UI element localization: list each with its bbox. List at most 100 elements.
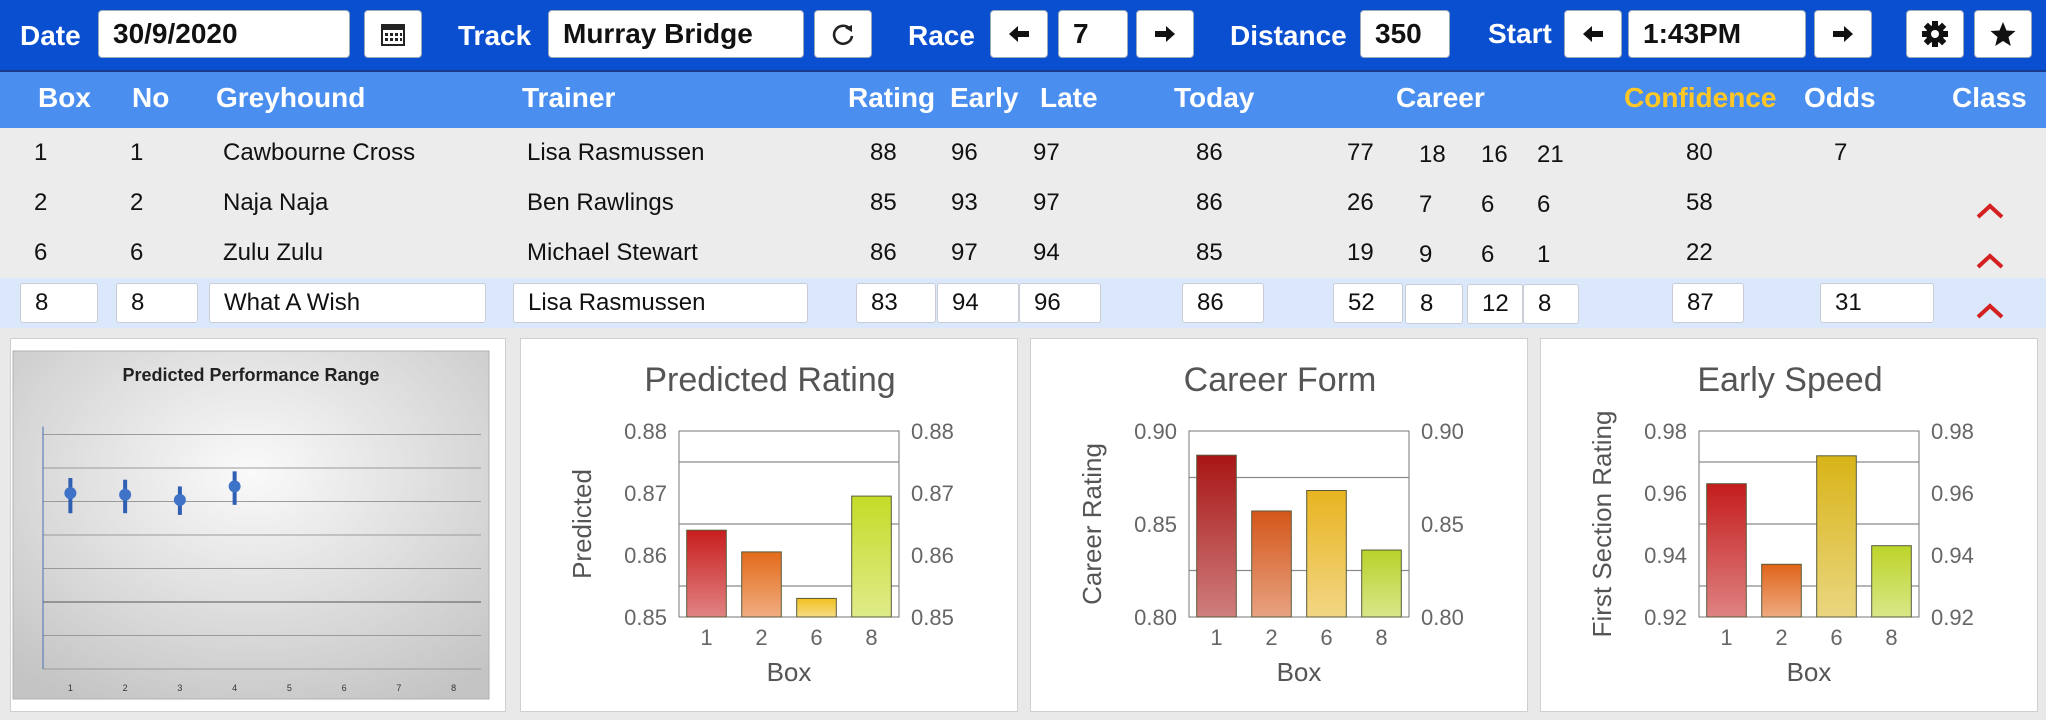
y-tick-label: 0.98 <box>1644 419 1687 444</box>
calendar-icon <box>381 24 405 46</box>
y2-tick-label: 0.85 <box>1421 512 1464 537</box>
date-field[interactable]: 30/9/2020 <box>98 10 350 58</box>
early-speed-panel: Early Speed 0.92 0.92 0.94 0.94 0.96 0.96 0.98 0… <box>1540 338 2038 712</box>
bar <box>1871 545 1912 618</box>
chevron-up-icon[interactable] <box>1975 250 2005 270</box>
odds-field[interactable]: 31 <box>1820 283 1934 323</box>
table-row-selected[interactable]: 8 8 What A Wish Lisa Rasmussen 83 94 96 … <box>0 278 2046 328</box>
col-early[interactable]: Early <box>950 82 1019 113</box>
x-tick-label: 8 <box>865 625 877 650</box>
x-tick-label: 8 <box>451 683 456 693</box>
box-cell: 6 <box>34 239 48 266</box>
x-tick-label: 7 <box>396 683 401 693</box>
late-cell: 97 <box>1033 139 1060 166</box>
race-field[interactable]: 7 <box>1058 10 1128 58</box>
greyhound-cell[interactable]: Naja Naja <box>223 189 329 216</box>
favourite-button[interactable] <box>1974 10 2032 58</box>
x-tick-label: 3 <box>177 683 182 693</box>
y2-tick-label: 0.87 <box>911 481 954 506</box>
distance-field[interactable]: 350 <box>1360 10 1450 58</box>
career-seconds-field[interactable]: 12 <box>1467 284 1523 324</box>
settings-button[interactable] <box>1906 10 1964 58</box>
y-tick-label: 0.87 <box>624 481 667 506</box>
trainer-cell: Michael Stewart <box>527 239 698 266</box>
greyhound-field[interactable]: What A Wish <box>209 283 486 323</box>
early-cell: 97 <box>951 239 978 266</box>
trainer-field[interactable]: Lisa Rasmussen <box>513 283 808 323</box>
career-starts-cell: 19 <box>1347 239 1374 266</box>
career-thirds-cell: 6 <box>1537 191 1551 218</box>
early-field[interactable]: 94 <box>937 283 1019 323</box>
col-no[interactable]: No <box>132 82 170 113</box>
bar <box>1306 490 1347 618</box>
arrow-left-icon <box>1009 26 1029 42</box>
col-box[interactable]: Box <box>38 82 91 113</box>
chart-title: Predicted Performance Range <box>122 365 379 385</box>
start-prev-button[interactable] <box>1564 10 1622 58</box>
table-row[interactable]: 2 2 Naja Naja Ben Rawlings 85 93 97 86 2… <box>0 178 2046 228</box>
col-odds[interactable]: Odds <box>1804 82 1876 113</box>
start-time-field[interactable]: 1:43PM <box>1628 10 1806 58</box>
career-starts-field[interactable]: 52 <box>1333 283 1403 323</box>
bar <box>1251 510 1292 618</box>
start-next-button[interactable] <box>1814 10 1872 58</box>
col-class[interactable]: Class <box>1952 82 2027 113</box>
chevron-up-icon[interactable] <box>1975 200 2005 220</box>
box-field[interactable]: 8 <box>20 283 98 323</box>
career-starts-cell: 26 <box>1347 189 1374 216</box>
late-field[interactable]: 96 <box>1019 283 1101 323</box>
calendar-button[interactable] <box>364 10 422 58</box>
confidence-cell: 22 <box>1686 239 1713 266</box>
bar <box>1361 549 1402 618</box>
col-confidence[interactable]: Confidence <box>1624 82 1777 113</box>
confidence-cell: 80 <box>1686 139 1713 166</box>
col-rating[interactable]: Rating <box>848 82 936 113</box>
chart-title: Predicted Rating <box>644 361 895 399</box>
career-wins-field[interactable]: 8 <box>1405 284 1463 324</box>
y-axis-label: Career Rating <box>1077 443 1107 605</box>
predicted-rating-panel: Predicted Rating 0.85 0.85 0.86 0.86 0.87 0.87… <box>520 338 1018 712</box>
career-thirds-field[interactable]: 8 <box>1523 284 1579 324</box>
col-late[interactable]: Late <box>1040 82 1098 113</box>
table-row[interactable]: 1 1 Cawbourne Cross Lisa Rasmussen 88 96… <box>0 128 2046 178</box>
bar <box>1816 455 1857 618</box>
gear-icon <box>1922 21 1948 47</box>
col-today[interactable]: Today <box>1174 82 1255 113</box>
no-field[interactable]: 8 <box>116 283 198 323</box>
y-tick-label: 0.92 <box>1644 605 1687 630</box>
today-cell: 86 <box>1196 139 1223 166</box>
runners-table: 1 1 Cawbourne Cross Lisa Rasmussen 88 96… <box>0 128 2046 328</box>
col-career[interactable]: Career <box>1396 82 1485 113</box>
today-cell: 86 <box>1196 189 1223 216</box>
track-field[interactable]: Murray Bridge <box>548 10 804 58</box>
rating-cell: 85 <box>870 189 897 216</box>
chart-title: Career Form <box>1184 361 1377 399</box>
y2-tick-label: 0.90 <box>1421 419 1464 444</box>
track-label: Track <box>458 20 532 51</box>
x-tick-label: 2 <box>755 625 767 650</box>
today-field[interactable]: 86 <box>1182 283 1264 323</box>
x-axis-label: Box <box>1787 657 1832 687</box>
refresh-button[interactable] <box>814 10 872 58</box>
x-tick-label: 1 <box>700 625 712 650</box>
greyhound-cell[interactable]: Zulu Zulu <box>223 239 324 266</box>
table-header: Box No Greyhound Trainer Rating Early La… <box>0 72 2046 128</box>
arrow-left-icon <box>1583 26 1603 42</box>
chart-title: Early Speed <box>1697 361 1882 399</box>
no-cell: 1 <box>130 139 144 166</box>
career-seconds-cell: 6 <box>1481 241 1495 268</box>
y-tick-label: 0.85 <box>624 605 667 630</box>
greyhound-cell[interactable]: Cawbourne Cross <box>223 139 416 166</box>
x-tick-label: 2 <box>1265 625 1277 650</box>
race-next-button[interactable] <box>1136 10 1194 58</box>
box-cell: 2 <box>34 189 48 216</box>
race-prev-button[interactable] <box>990 10 1048 58</box>
race-label: Race <box>908 20 975 51</box>
chevron-up-icon[interactable] <box>1975 300 2005 320</box>
rating-field[interactable]: 83 <box>856 283 936 323</box>
col-trainer[interactable]: Trainer <box>522 82 616 113</box>
today-cell: 85 <box>1196 239 1223 266</box>
col-greyhound[interactable]: Greyhound <box>216 82 366 113</box>
confidence-field[interactable]: 87 <box>1672 283 1744 323</box>
table-row[interactable]: 6 6 Zulu Zulu Michael Stewart 86 97 94 8… <box>0 228 2046 278</box>
